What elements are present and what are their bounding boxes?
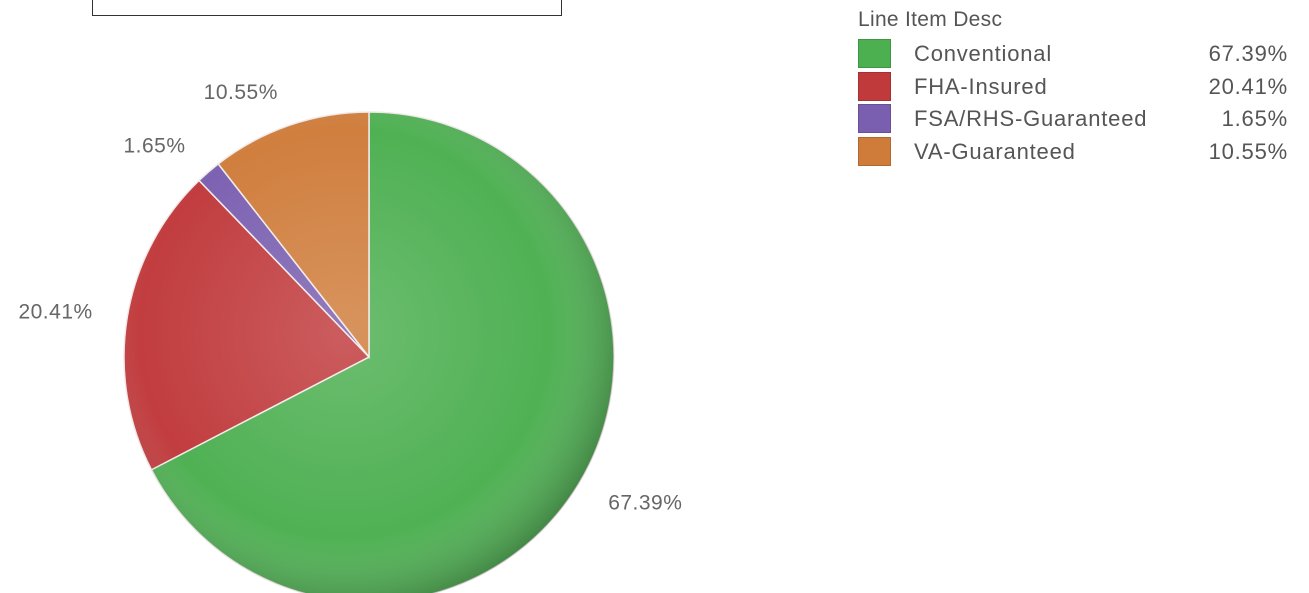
legend-swatch	[858, 136, 891, 166]
legend-item-va-guaranteed: VA-Guaranteed 10.55%	[858, 133, 1298, 166]
pie-chart: 67.39% 20.41% 1.65% 10.55%	[18, 81, 682, 593]
legend-label: FHA-Insured	[914, 73, 1048, 99]
legend-value: 20.41%	[1208, 73, 1288, 99]
legend-title: Line Item Desc	[858, 8, 1003, 31]
slice-label-va-guaranteed: 10.55%	[204, 81, 278, 104]
legend-swatch	[858, 39, 891, 68]
legend-label: VA-Guaranteed	[914, 138, 1076, 164]
legend-value: 67.39%	[1208, 41, 1288, 66]
legend-value: 10.55%	[1208, 138, 1288, 164]
legend-rows: Conventional 67.39% FHA-Insured 20.41% FSA/R…	[858, 35, 1298, 166]
slice-label-conventional: 67.39%	[608, 492, 682, 515]
pie-slices	[123, 111, 615, 593]
legend-item-fsa-rhs-guaranteed: FSA/RHS-Guaranteed 1.65%	[858, 100, 1298, 133]
pie-slice-labels: 67.39% 20.41% 1.65% 10.55%	[18, 81, 682, 515]
legend-value: 1.65%	[1221, 106, 1288, 131]
legend: Line Item Desc Conventional 67.39% FHA-Ins…	[858, 5, 1298, 166]
slice-label-fha-insured: 20.41%	[18, 301, 92, 324]
slice-label-fsa-rhs-guaranteed: 1.65%	[123, 135, 185, 158]
legend-label: Conventional	[914, 41, 1053, 66]
legend-swatch	[858, 71, 891, 101]
legend-item-conventional: Conventional 67.39%	[858, 35, 1298, 68]
legend-item-fha-insured: FHA-Insured 20.41%	[858, 68, 1298, 101]
legend-label: FSA/RHS-Guaranteed	[914, 106, 1148, 131]
top-frame-box	[92, 0, 562, 16]
legend-swatch	[858, 104, 891, 133]
